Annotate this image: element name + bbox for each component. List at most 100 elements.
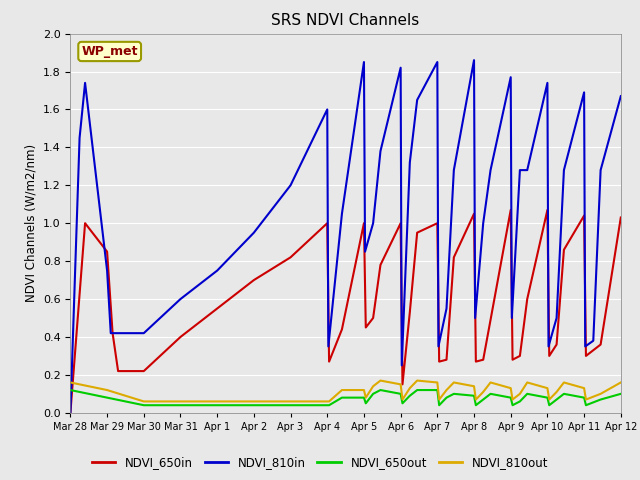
NDVI_650in — [582, 353, 590, 359]
NDVI_810in — [560, 167, 568, 173]
NDVI_810out — [450, 380, 458, 385]
NDVI_810in — [589, 338, 597, 344]
NDVI_650in — [109, 330, 116, 336]
NDVI_650in — [553, 342, 561, 348]
Line: NDVI_810out: NDVI_810out — [70, 381, 621, 401]
NDVI_650in — [560, 247, 568, 252]
NDVI_810in — [376, 148, 384, 154]
NDVI_650in — [67, 410, 74, 416]
NDVI_650out — [524, 391, 531, 396]
NDVI_650out — [543, 395, 551, 400]
NDVI_810in — [580, 89, 588, 95]
NDVI_650in — [406, 310, 413, 315]
NDVI_810in — [435, 344, 442, 349]
NDVI_650out — [470, 393, 478, 398]
NDVI_810in — [369, 220, 377, 226]
NDVI_810in — [543, 80, 551, 86]
NDVI_810in — [360, 59, 368, 65]
NDVI_650out — [509, 402, 516, 408]
NDVI_810out — [323, 398, 331, 404]
NDVI_650out — [67, 387, 74, 393]
NDVI_650in — [369, 315, 377, 321]
NDVI_650in — [524, 296, 531, 302]
NDVI_810in — [361, 249, 369, 254]
NDVI_810in — [433, 59, 441, 65]
Text: WP_met: WP_met — [81, 45, 138, 58]
NDVI_650out — [213, 402, 221, 408]
NDVI_650in — [617, 215, 625, 220]
NDVI_810out — [177, 398, 184, 404]
NDVI_650out — [406, 393, 413, 398]
NDVI_810out — [524, 380, 531, 385]
NDVI_650in — [362, 324, 370, 330]
NDVI_650out — [545, 402, 553, 408]
NDVI_650in — [486, 317, 494, 323]
NDVI_650out — [450, 391, 458, 396]
NDVI_810out — [545, 396, 553, 402]
NDVI_650in — [435, 359, 443, 364]
NDVI_810in — [324, 344, 332, 349]
NDVI_650out — [362, 400, 370, 406]
NDVI_650out — [617, 391, 625, 396]
NDVI_810in — [413, 97, 421, 103]
NDVI_810out — [509, 396, 516, 402]
NDVI_650in — [413, 230, 421, 236]
NDVI_810out — [543, 385, 551, 391]
NDVI_810out — [376, 378, 384, 384]
NDVI_810in — [177, 296, 184, 302]
NDVI_810out — [362, 395, 370, 400]
NDVI_810out — [507, 385, 515, 391]
NDVI_810in — [516, 167, 524, 173]
NDVI_650out — [140, 402, 148, 408]
NDVI_810out — [472, 396, 480, 402]
NDVI_810in — [213, 268, 221, 274]
NDVI_810in — [76, 135, 83, 141]
NDVI_810in — [524, 167, 531, 173]
NDVI_810out — [470, 384, 478, 389]
NDVI_650in — [177, 334, 184, 340]
NDVI_810in — [545, 344, 552, 349]
NDVI_650out — [338, 395, 346, 400]
NDVI_810out — [516, 391, 524, 396]
NDVI_810in — [581, 344, 589, 349]
NDVI_810in — [250, 230, 258, 236]
NDVI_810out — [338, 387, 346, 393]
NDVI_810in — [617, 93, 625, 99]
NDVI_650out — [397, 391, 404, 396]
NDVI_810in — [397, 65, 404, 71]
NDVI_650out — [553, 396, 561, 402]
NDVI_650in — [338, 326, 346, 332]
NDVI_650in — [399, 382, 406, 387]
NDVI_650in — [287, 254, 294, 260]
NDVI_650out — [369, 391, 377, 396]
NDVI_650out — [413, 387, 421, 393]
NDVI_650out — [323, 402, 331, 408]
NDVI_810out — [287, 398, 294, 404]
NDVI_650in — [545, 353, 553, 359]
NDVI_650out — [103, 395, 111, 400]
Legend: NDVI_650in, NDVI_810in, NDVI_650out, NDVI_810out: NDVI_650in, NDVI_810in, NDVI_650out, NDV… — [87, 452, 553, 474]
NDVI_810out — [582, 396, 590, 402]
NDVI_650in — [596, 342, 604, 348]
NDVI_810in — [596, 167, 604, 173]
NDVI_650out — [560, 391, 568, 396]
NDVI_650in — [115, 368, 122, 374]
NDVI_810in — [450, 167, 458, 173]
NDVI_650in — [470, 211, 478, 216]
NDVI_650out — [399, 400, 406, 406]
NDVI_650in — [140, 368, 148, 374]
NDVI_650in — [433, 220, 441, 226]
NDVI_810in — [398, 362, 406, 368]
NDVI_650out — [582, 402, 590, 408]
NDVI_810out — [479, 389, 487, 395]
NDVI_650out — [287, 402, 294, 408]
NDVI_810in — [508, 315, 516, 321]
NDVI_650out — [516, 398, 524, 404]
NDVI_810out — [360, 387, 368, 393]
NDVI_810out — [213, 398, 221, 404]
NDVI_650out — [250, 402, 258, 408]
NDVI_810out — [443, 387, 451, 393]
NDVI_810in — [287, 182, 294, 188]
NDVI_650in — [250, 277, 258, 283]
NDVI_650out — [479, 396, 487, 402]
